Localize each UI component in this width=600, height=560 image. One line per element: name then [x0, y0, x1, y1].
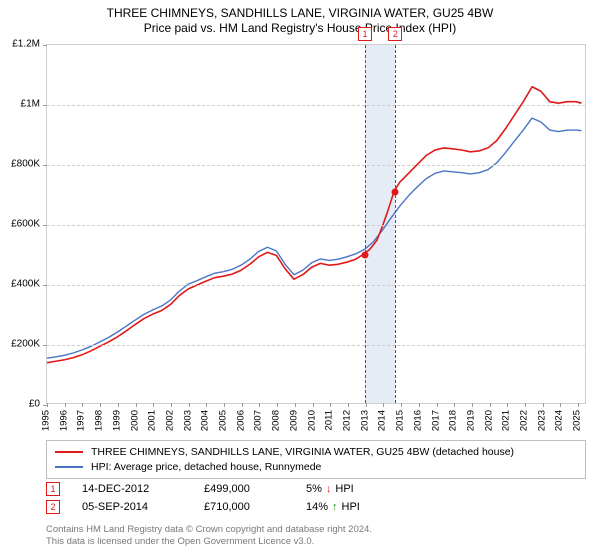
y-tick: [43, 225, 47, 226]
title-line1: THREE CHIMNEYS, SANDHILLS LANE, VIRGINIA…: [0, 6, 600, 21]
legend-row: HPI: Average price, detached house, Runn…: [55, 460, 577, 475]
x-tick-label: 2025: [572, 410, 583, 431]
footer-note: Contains HM Land Registry data © Crown c…: [46, 524, 586, 548]
chart-lines: [47, 45, 585, 403]
x-tick-label: 2007: [253, 410, 264, 431]
x-tick-label: 2005: [218, 410, 229, 431]
event-diff: 14% ↑ HPI: [306, 501, 396, 513]
legend: THREE CHIMNEYS, SANDHILLS LANE, VIRGINIA…: [46, 440, 586, 479]
x-tick-label: 2006: [235, 410, 246, 431]
event-price: £710,000: [204, 501, 284, 513]
footer-line2: This data is licensed under the Open Gov…: [46, 536, 586, 548]
x-tick-label: 2012: [341, 410, 352, 431]
events-table: 114-DEC-2012£499,0005%↓HPI205-SEP-2014£7…: [46, 480, 586, 516]
y-tick-label: £600K: [11, 219, 40, 230]
x-axis: 1995199619971998199920002001200220032004…: [46, 406, 586, 436]
x-tick-label: 1998: [94, 410, 105, 431]
x-tick-label: 2000: [129, 410, 140, 431]
event-vline: [395, 45, 396, 403]
legend-label: HPI: Average price, detached house, Runn…: [91, 460, 321, 475]
y-tick: [43, 105, 47, 106]
x-tick-label: 2021: [501, 410, 512, 431]
gridline: [47, 165, 585, 166]
title-line2: Price paid vs. HM Land Registry's House …: [0, 21, 600, 36]
plot-area: 12: [46, 44, 586, 404]
footer-line1: Contains HM Land Registry data © Crown c…: [46, 524, 586, 536]
event-vs: HPI: [342, 501, 360, 513]
x-tick-label: 2023: [536, 410, 547, 431]
event-date: 14-DEC-2012: [82, 483, 182, 495]
y-tick: [43, 285, 47, 286]
y-tick-label: £200K: [11, 339, 40, 350]
event-diff-pct: 14%: [306, 501, 328, 513]
sale-point: [392, 189, 399, 196]
x-tick-label: 1995: [41, 410, 52, 431]
x-tick-label: 2009: [288, 410, 299, 431]
x-tick-label: 2024: [554, 410, 565, 431]
x-tick-label: 1997: [76, 410, 87, 431]
event-vs: HPI: [335, 483, 353, 495]
event-vline: [365, 45, 366, 403]
gridline: [47, 225, 585, 226]
x-tick-label: 2022: [519, 410, 530, 431]
legend-swatch: [55, 451, 83, 453]
arrow-up-icon: ↑: [332, 501, 338, 513]
event-row: 1 14-DEC-2012 £499,000 5% ↓HPI: [46, 480, 586, 498]
legend-row: THREE CHIMNEYS, SANDHILLS LANE, VIRGINIA…: [55, 445, 577, 460]
gridline: [47, 345, 585, 346]
event-row: 2 05-SEP-2014 £710,000 14% ↑ HPI: [46, 498, 586, 516]
chart-container: THREE CHIMNEYS, SANDHILLS LANE, VIRGINIA…: [0, 0, 600, 560]
event-num: 2: [46, 500, 60, 514]
x-tick-label: 2015: [395, 410, 406, 431]
legend-swatch: [55, 466, 83, 468]
y-tick-label: £1M: [21, 99, 40, 110]
x-tick-label: 2008: [271, 410, 282, 431]
y-tick: [43, 45, 47, 46]
x-tick-label: 2001: [147, 410, 158, 431]
event-marker-2: 2: [388, 27, 402, 41]
x-tick-label: 1999: [111, 410, 122, 431]
x-tick-label: 2016: [412, 410, 423, 431]
y-tick: [43, 345, 47, 346]
y-axis: £0£200K£400K£600K£800K£1M£1.2M: [0, 44, 44, 404]
y-tick-label: £400K: [11, 279, 40, 290]
sale-point: [361, 252, 368, 259]
y-tick-label: £800K: [11, 159, 40, 170]
x-tick-label: 2003: [182, 410, 193, 431]
x-tick-label: 2004: [200, 410, 211, 431]
x-tick-label: 2002: [164, 410, 175, 431]
y-tick: [43, 165, 47, 166]
event-diff: 5% ↓HPI: [306, 483, 396, 495]
legend-label: THREE CHIMNEYS, SANDHILLS LANE, VIRGINIA…: [91, 445, 514, 460]
x-tick-label: 2020: [483, 410, 494, 431]
y-tick-label: £1.2M: [12, 39, 40, 50]
event-price: £499,000: [204, 483, 284, 495]
x-tick-label: 2017: [430, 410, 441, 431]
x-tick-label: 2019: [465, 410, 476, 431]
title-block: THREE CHIMNEYS, SANDHILLS LANE, VIRGINIA…: [0, 0, 600, 36]
event-marker-1: 1: [358, 27, 372, 41]
x-tick-label: 2013: [359, 410, 370, 431]
event-diff-pct: 5%: [306, 483, 322, 495]
event-date: 05-SEP-2014: [82, 501, 182, 513]
event-num: 1: [46, 482, 60, 496]
x-tick-label: 2014: [377, 410, 388, 431]
x-tick-label: 1996: [58, 410, 69, 431]
series-hpi: [47, 118, 581, 358]
x-tick-label: 2010: [306, 410, 317, 431]
x-tick-label: 2018: [448, 410, 459, 431]
arrow-down-icon: ↓: [326, 483, 332, 495]
y-tick-label: £0: [29, 399, 40, 410]
x-tick-label: 2011: [324, 410, 335, 430]
gridline: [47, 105, 585, 106]
gridline: [47, 285, 585, 286]
